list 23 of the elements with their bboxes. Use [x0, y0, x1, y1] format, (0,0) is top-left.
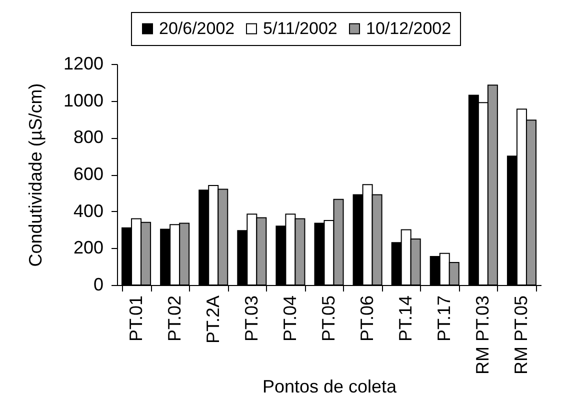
legend-label: 20/6/2002 [159, 18, 235, 38]
x-tick-label: PT.04 [280, 296, 300, 342]
y-tick-label: 0 [93, 274, 104, 294]
x-tick-label: PT.06 [357, 296, 378, 342]
y-tick-label: 600 [73, 164, 104, 184]
x-tick-label: PT.14 [396, 296, 416, 342]
x-tick-label: PT.02 [164, 296, 184, 342]
x-tick-label: PT.17 [434, 296, 454, 342]
x-tick-label: PT.03 [241, 296, 262, 342]
legend-label: 10/12/2002 [366, 18, 452, 38]
y-tick-label: 1200 [63, 54, 104, 74]
y-tick-label: 800 [73, 127, 104, 148]
y-tick-label: 200 [73, 238, 104, 258]
x-tick-label: RM PT.05 [511, 296, 532, 375]
x-tick-label: PT.05 [318, 296, 338, 342]
x-tick-label: PT.01 [126, 296, 146, 342]
y-tick-label: 400 [73, 200, 104, 221]
x-tick-label: PT.2A [202, 296, 223, 344]
legend-label: 5/11/2002 [263, 18, 338, 38]
x-tick-label: RM PT.03 [472, 296, 493, 375]
y-tick-label: 1000 [63, 90, 104, 110]
x-axis-title: Pontos de coleta [262, 376, 398, 396]
y-axis-title: Condutividade (µS/cm) [25, 83, 46, 267]
